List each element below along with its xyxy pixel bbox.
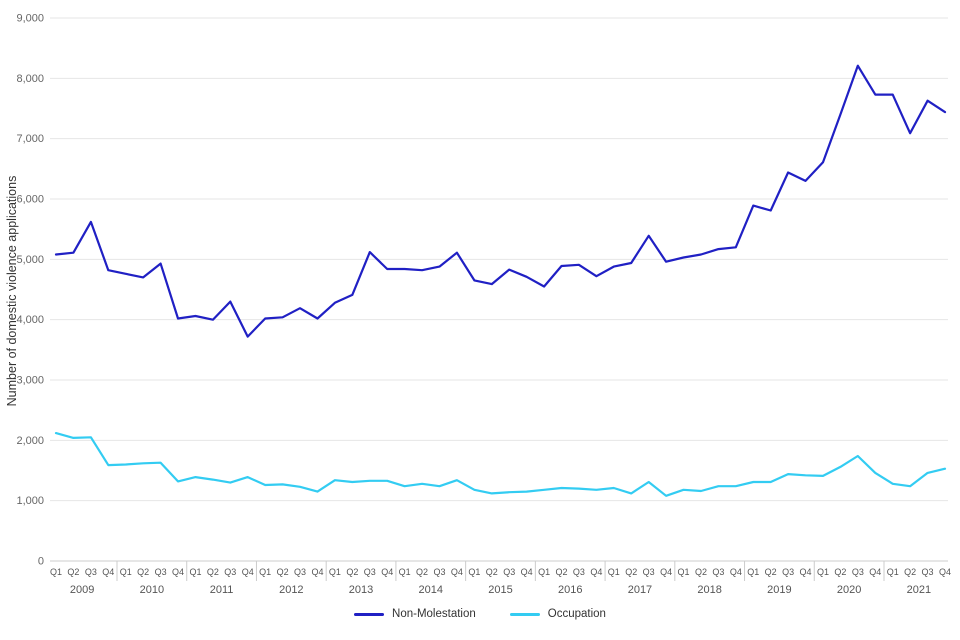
y-axis-title: Number of domestic violence applications [5, 175, 19, 407]
year-label: 2011 [210, 584, 234, 596]
year-label: 2013 [349, 584, 373, 596]
quarter-label: Q3 [922, 567, 934, 577]
series-line-occupation[interactable] [54, 432, 947, 497]
year-label: 2014 [419, 584, 443, 596]
y-tick-label: 5,000 [16, 254, 44, 266]
quarter-label: Q2 [834, 567, 846, 577]
quarter-label: Q4 [660, 567, 672, 577]
legend: Non-Molestation Occupation [0, 608, 960, 620]
quarter-label: Q1 [817, 567, 829, 577]
quarter-label: Q3 [712, 567, 724, 577]
quarter-label: Q2 [486, 567, 498, 577]
quarter-label: Q1 [678, 567, 690, 577]
year-label: 2019 [767, 584, 791, 596]
y-tick-label: 0 [38, 556, 44, 568]
legend-item-non-molestation[interactable]: Non-Molestation [354, 608, 476, 620]
quarter-label: Q4 [311, 567, 323, 577]
quarter-label: Q3 [433, 567, 445, 577]
year-label: 2021 [907, 584, 931, 596]
quarter-label: Q1 [259, 567, 271, 577]
quarter-label: Q3 [224, 567, 236, 577]
quarter-label: Q2 [904, 567, 916, 577]
quarter-label: Q1 [608, 567, 620, 577]
quarter-label: Q1 [329, 567, 341, 577]
quarter-label: Q2 [765, 567, 777, 577]
quarter-label: Q1 [747, 567, 759, 577]
quarter-label: Q4 [869, 567, 881, 577]
y-tick-label: 7,000 [16, 133, 44, 145]
quarter-label: Q1 [538, 567, 550, 577]
quarter-label: Q2 [556, 567, 568, 577]
quarter-label: Q3 [503, 567, 515, 577]
year-label: 2016 [558, 584, 582, 596]
legend-item-occupation[interactable]: Occupation [509, 608, 606, 620]
quarter-label: Q3 [364, 567, 376, 577]
quarter-label: Q1 [399, 567, 411, 577]
legend-label-non-molestation: Non-Molestation [392, 608, 476, 620]
quarter-label: Q2 [207, 567, 219, 577]
y-tick-label: 6,000 [16, 194, 44, 206]
y-tick-label: 9,000 [16, 13, 44, 25]
quarter-label: Q4 [939, 567, 951, 577]
quarter-label: Q2 [277, 567, 289, 577]
y-tick-label: 3,000 [16, 375, 44, 387]
quarter-label: Q3 [782, 567, 794, 577]
quarter-label: Q2 [625, 567, 637, 577]
legend-swatch-occupation [509, 612, 540, 616]
quarter-label: Q3 [85, 567, 97, 577]
quarter-label: Q2 [416, 567, 428, 577]
legend-swatch-non-molestation [354, 612, 385, 616]
year-label: 2015 [488, 584, 512, 596]
series-line-non-molestation[interactable] [54, 64, 947, 338]
quarter-label: Q2 [137, 567, 149, 577]
quarter-label: Q1 [887, 567, 899, 577]
year-label: 2017 [628, 584, 652, 596]
quarter-label: Q3 [852, 567, 864, 577]
year-label: 2009 [70, 584, 94, 596]
quarter-label: Q2 [67, 567, 79, 577]
year-label: 2018 [697, 584, 721, 596]
y-tick-label: 8,000 [16, 73, 44, 85]
quarter-label: Q4 [102, 567, 114, 577]
quarter-label: Q1 [468, 567, 480, 577]
y-tick-label: 1,000 [16, 495, 44, 507]
year-label: 2020 [837, 584, 861, 596]
quarter-label: Q4 [451, 567, 463, 577]
quarter-label: Q1 [189, 567, 201, 577]
quarter-label: Q2 [695, 567, 707, 577]
quarter-label: Q2 [346, 567, 358, 577]
quarter-label: Q4 [800, 567, 812, 577]
y-tick-label: 2,000 [16, 435, 44, 447]
quarter-label: Q4 [730, 567, 742, 577]
year-label: 2010 [140, 584, 164, 596]
y-tick-label: 4,000 [16, 314, 44, 326]
quarter-label: Q4 [172, 567, 184, 577]
quarter-label: Q3 [573, 567, 585, 577]
quarter-label: Q4 [242, 567, 254, 577]
quarter-label: Q1 [120, 567, 132, 577]
quarter-label: Q1 [50, 567, 62, 577]
year-label: 2012 [279, 584, 303, 596]
quarter-label: Q3 [294, 567, 306, 577]
legend-label-occupation: Occupation [547, 608, 606, 620]
quarter-label: Q4 [521, 567, 533, 577]
quarter-label: Q3 [155, 567, 167, 577]
quarter-label: Q4 [381, 567, 393, 577]
quarter-label: Q3 [643, 567, 655, 577]
quarter-label: Q4 [590, 567, 602, 577]
